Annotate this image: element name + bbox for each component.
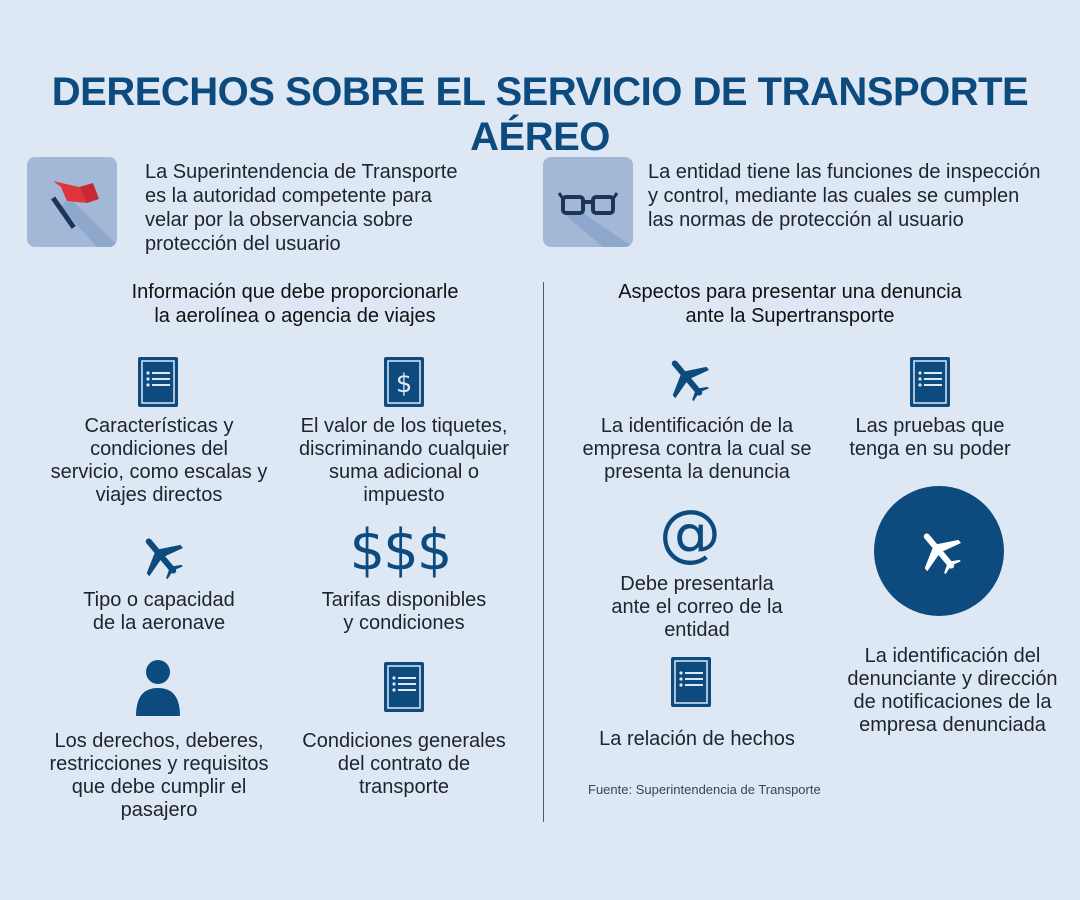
source-note: Fuente: Superintendencia de Transporte xyxy=(588,782,821,797)
flag-icon-tile xyxy=(27,157,117,247)
section-divider xyxy=(543,282,544,822)
dollars-icon: $$$ xyxy=(349,518,453,583)
airplane-circle-icon xyxy=(874,486,1004,616)
document-icon xyxy=(138,357,178,407)
dollar-document-icon: $ xyxy=(384,357,424,407)
left-item-contract-conditions: Condiciones generales del contrato de tr… xyxy=(302,730,506,798)
left-item-ticket-value: El valor de los tiquetes, discriminando … xyxy=(298,415,510,506)
left-item-fares: Tarifas disponibles y condiciones xyxy=(321,589,487,634)
glasses-icon-tile xyxy=(543,157,633,247)
left-item-characteristics: Características y condiciones del servic… xyxy=(50,415,268,506)
right-section-heading: Aspectos para presentar una denuncia ant… xyxy=(618,281,962,327)
page-title: DERECHOS SOBRE EL SERVICIO DE TRANSPORTE… xyxy=(51,70,1029,159)
right-item-complainant-id: La identificación del denunciante y dire… xyxy=(847,645,1058,736)
left-section-heading: Información que debe proporcionarle la a… xyxy=(131,281,459,327)
right-item-evidence: Las pruebas que tenga en su poder xyxy=(849,415,1011,460)
intro-right-text: La entidad tiene las funciones de inspec… xyxy=(648,161,1041,231)
airplane-icon xyxy=(671,360,709,402)
document-icon xyxy=(384,662,424,712)
svg-text:$: $ xyxy=(396,369,413,399)
user-icon xyxy=(136,660,180,716)
flag-icon xyxy=(51,181,117,247)
document-icon xyxy=(671,657,711,707)
at-sign-icon: @ xyxy=(659,496,721,569)
glasses-icon xyxy=(557,192,633,247)
right-item-company-id: La identificación de la empresa contra l… xyxy=(582,415,812,483)
airplane-icon xyxy=(923,533,961,575)
right-item-facts: La relación de hechos xyxy=(599,728,795,750)
left-item-aircraft-type: Tipo o capacidad de la aeronave xyxy=(83,589,235,634)
intro-left-text: La Superintendencia de Transporte es la … xyxy=(145,161,458,255)
document-icon xyxy=(910,357,950,407)
right-item-email: Debe presentarla ante el correo de la en… xyxy=(611,573,783,641)
left-item-rights: Los derechos, deberes, restricciones y r… xyxy=(49,730,269,821)
airplane-icon xyxy=(145,538,183,580)
